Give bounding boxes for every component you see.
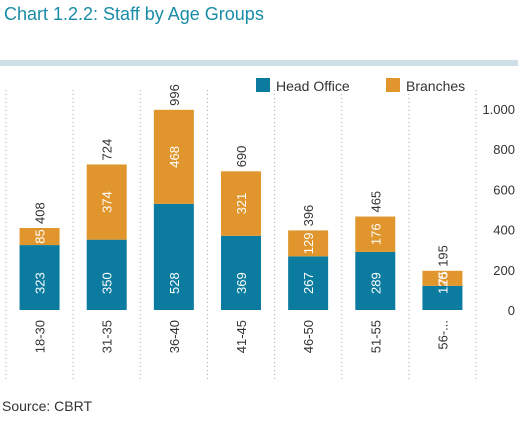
y-tick-label: 600 — [493, 182, 515, 197]
head-office-data-label: 350 — [100, 272, 115, 294]
legend-swatch-head-office — [256, 78, 270, 92]
bar-branches — [221, 171, 261, 236]
x-tick-label: 46-50 — [301, 320, 316, 353]
chart-title: Chart 1.2.2: Staff by Age Groups — [4, 4, 264, 24]
x-tick-label: 36-40 — [167, 320, 182, 353]
y-tick-label: 200 — [493, 263, 515, 278]
total-data-label: 465 — [368, 191, 383, 213]
bar-head-office — [86, 239, 127, 310]
bar-head-office — [288, 256, 329, 310]
total-data-label: 396 — [301, 205, 316, 227]
branches-data-label: 176 — [368, 223, 383, 245]
total-data-label: 724 — [100, 139, 115, 161]
x-tick-label: 51-55 — [368, 320, 383, 353]
branches-data-label: 85 — [33, 229, 48, 243]
bar-branches — [422, 270, 463, 286]
x-tick-label: 18-30 — [33, 320, 48, 353]
bar-head-office — [422, 285, 463, 310]
branches-data-label: 321 — [234, 193, 249, 215]
bar-head-office — [221, 235, 261, 310]
bar-branches — [288, 230, 329, 257]
bar-head-office — [355, 251, 396, 310]
bar-head-office — [153, 203, 194, 310]
branches-data-label: 75 — [435, 271, 450, 285]
source-note: Source: CBRT — [2, 398, 92, 414]
total-data-label: 690 — [234, 146, 249, 168]
legend-swatch-branches — [386, 78, 400, 92]
y-tick-label: 0 — [508, 303, 515, 318]
legend-label-head-office: Head Office — [276, 78, 350, 94]
y-tick-label: 400 — [493, 223, 515, 238]
bar-branches — [153, 109, 194, 204]
branches-data-label: 129 — [301, 233, 316, 255]
head-office-data-label: 528 — [167, 272, 182, 294]
head-office-data-label: 369 — [234, 272, 249, 294]
x-tick-label: 56-... — [435, 320, 450, 350]
head-office-data-label: 323 — [33, 272, 48, 294]
legend-label-branches: Branches — [406, 78, 465, 94]
total-data-label: 996 — [167, 84, 182, 106]
x-tick-label: 41-45 — [234, 320, 249, 353]
head-office-data-label: 289 — [368, 272, 383, 294]
x-tick-label: 31-35 — [100, 320, 115, 353]
branches-data-label: 374 — [100, 191, 115, 213]
head-office-data-label: 267 — [301, 272, 316, 294]
y-tick-label: 1.000 — [482, 102, 515, 117]
bar-head-office — [19, 245, 60, 310]
bar-branches — [19, 227, 60, 246]
header-band — [0, 60, 518, 66]
y-tick-label: 800 — [493, 142, 515, 157]
branches-data-label: 468 — [167, 146, 182, 168]
total-data-label: 195 — [435, 245, 450, 267]
bar-branches — [355, 216, 396, 252]
head-office-data-label: 120 — [435, 272, 450, 294]
total-data-label: 408 — [33, 202, 48, 224]
bar-branches — [86, 164, 127, 240]
